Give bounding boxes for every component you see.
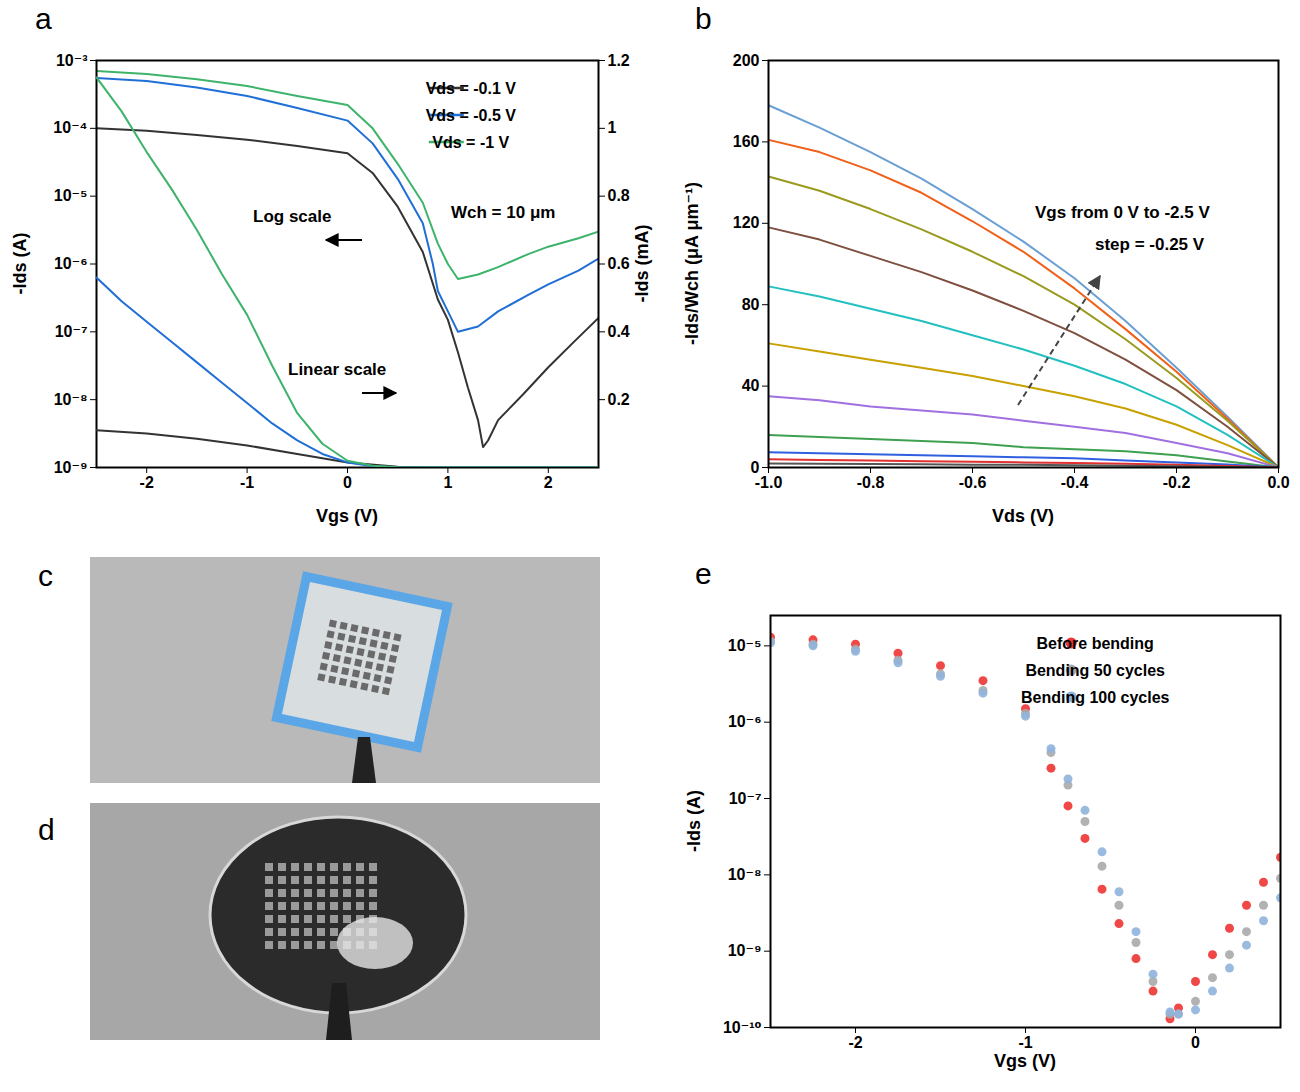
svg-text:Wch = 10 μm: Wch = 10 μm	[451, 203, 555, 222]
svg-text:Vgs (V): Vgs (V)	[994, 1051, 1056, 1071]
svg-text:Vds = -0.5 V: Vds = -0.5 V	[426, 107, 517, 124]
svg-text:200: 200	[733, 52, 760, 69]
svg-text:10⁻⁵: 10⁻⁵	[728, 637, 762, 654]
html-text:d: d	[38, 813, 55, 846]
svg-text:10⁻⁴: 10⁻⁴	[53, 119, 87, 136]
svg-text:10⁻⁹: 10⁻⁹	[728, 942, 762, 959]
svg-text:-Ids (A): -Ids (A)	[10, 233, 30, 295]
svg-text:-Ids/Wch (μA μm⁻¹): -Ids/Wch (μA μm⁻¹)	[682, 182, 702, 345]
svg-text:0.4: 0.4	[608, 323, 630, 340]
svg-text:0: 0	[1191, 1034, 1200, 1051]
svg-text:1: 1	[608, 119, 617, 136]
svg-text:-1: -1	[1018, 1034, 1032, 1051]
html-text:b: b	[695, 2, 712, 35]
svg-text:-1: -1	[240, 474, 254, 491]
html-text:e: e	[695, 557, 712, 590]
svg-text:80: 80	[742, 296, 760, 313]
svg-text:0: 0	[750, 458, 760, 476]
svg-text:10⁻⁹: 10⁻⁹	[54, 459, 88, 476]
svg-text:10⁻⁶: 10⁻⁶	[728, 713, 762, 730]
svg-text:-0.4: -0.4	[1061, 474, 1089, 491]
svg-text:10⁻⁸: 10⁻⁸	[728, 866, 762, 883]
svg-text:0.2: 0.2	[608, 391, 630, 408]
svg-text:120: 120	[733, 214, 760, 231]
svg-text:Vds (V): Vds (V)	[992, 506, 1054, 526]
svg-text:-1.0: -1.0	[755, 474, 783, 491]
svg-text:0.6: 0.6	[608, 255, 630, 272]
svg-text:-0.6: -0.6	[959, 474, 987, 491]
svg-text:2: 2	[544, 474, 553, 491]
svg-text:Before bending: Before bending	[1037, 635, 1154, 652]
svg-text:10⁻⁵: 10⁻⁵	[54, 187, 88, 204]
svg-text:-2: -2	[848, 1034, 862, 1051]
svg-text:-0.2: -0.2	[1163, 474, 1191, 491]
svg-text:10⁻¹⁰: 10⁻¹⁰	[723, 1019, 762, 1036]
svg-text:10⁻⁷: 10⁻⁷	[729, 790, 762, 807]
svg-text:Vds = -1 V: Vds = -1 V	[432, 134, 509, 151]
svg-text:10⁻⁷: 10⁻⁷	[55, 323, 88, 340]
svg-text:Vgs from 0 V to -2.5 V: Vgs from 0 V to -2.5 V	[1035, 203, 1210, 222]
svg-text:0.8: 0.8	[608, 187, 630, 204]
svg-text:Log scale: Log scale	[253, 207, 331, 226]
svg-text:1.2: 1.2	[608, 52, 630, 69]
svg-text:0.0: 0.0	[1267, 474, 1289, 491]
svg-text:40: 40	[742, 377, 760, 394]
html-text:a: a	[35, 2, 52, 35]
svg-text:step = -0.25 V: step = -0.25 V	[1095, 235, 1205, 254]
svg-text:10⁻⁶: 10⁻⁶	[54, 255, 88, 272]
svg-text:160: 160	[733, 133, 760, 150]
svg-text:Vgs (V): Vgs (V)	[316, 506, 378, 526]
svg-text:Bending 50 cycles: Bending 50 cycles	[1025, 662, 1165, 679]
svg-text:-Ids (A): -Ids (A)	[684, 790, 704, 852]
html-text:c: c	[38, 559, 53, 592]
svg-text:-Ids (mA): -Ids (mA)	[632, 225, 652, 303]
svg-text:Vds = -0.1 V: Vds = -0.1 V	[426, 80, 517, 97]
svg-text:Linear scale: Linear scale	[288, 360, 386, 379]
svg-text:0: 0	[343, 474, 352, 491]
svg-text:Bending 100 cycles: Bending 100 cycles	[1021, 689, 1170, 706]
svg-text:10⁻⁸: 10⁻⁸	[54, 391, 88, 408]
svg-text:1: 1	[443, 474, 452, 491]
svg-text:10⁻³: 10⁻³	[56, 52, 88, 69]
svg-text:-0.8: -0.8	[857, 474, 885, 491]
svg-text:-2: -2	[140, 474, 154, 491]
